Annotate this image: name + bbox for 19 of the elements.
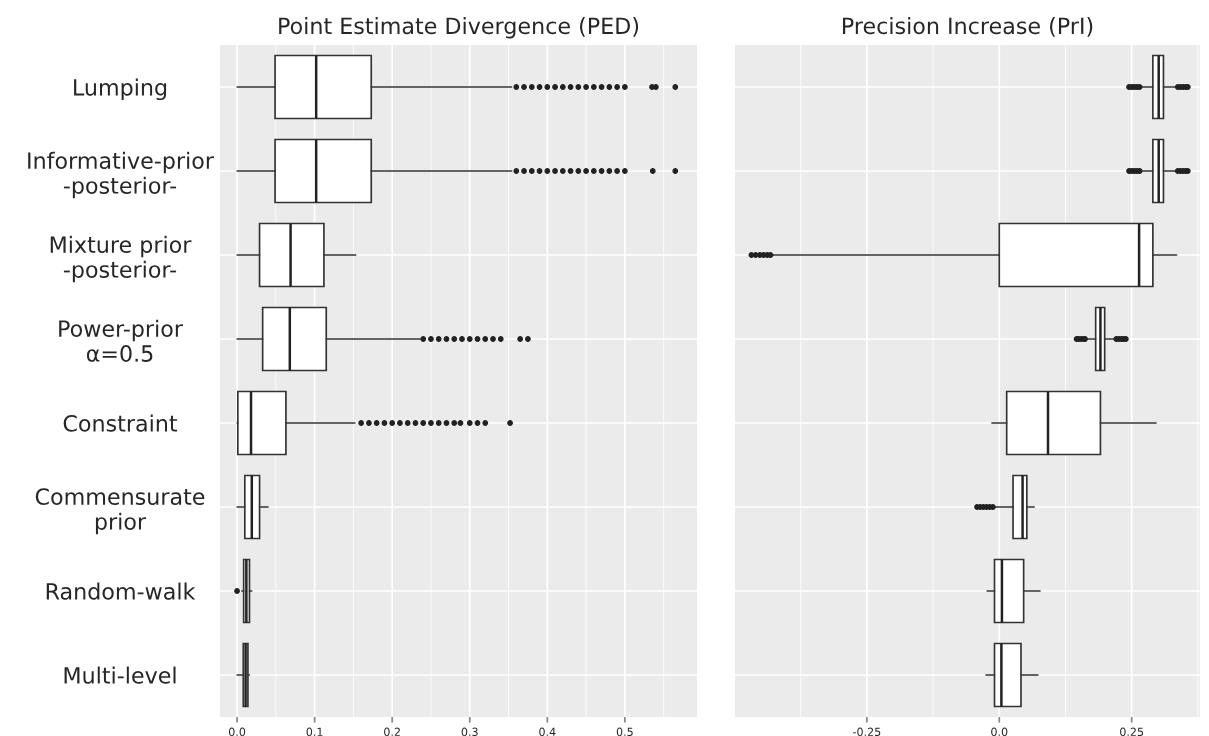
chart-title: Point Estimate Divergence (PED) (279, 17, 639, 39)
x-tick-label: 0.2 (384, 727, 400, 736)
x-tick-label: -0.25 (853, 727, 881, 736)
y-tick-label: Informative-prior -posterior- (28, 151, 214, 199)
y-tick-label: Commensurate prior (35, 488, 205, 535)
x-tick-label: 0.3 (461, 727, 478, 736)
y-tick-label: Mixture prior -posterior- (50, 235, 192, 283)
x-tick-label: 0.0 (991, 727, 1008, 736)
x-tick-label: 0.0 (228, 727, 246, 736)
x-tick-label: 0.1 (306, 727, 323, 736)
y-tick-label: Multi-level (64, 666, 176, 684)
x-tick-label: 0.25 (1120, 727, 1144, 736)
y-tick-label: Random-walk (46, 582, 196, 600)
y-tick-label: Constraint (63, 414, 178, 432)
y-tick-label: Lumping (74, 78, 167, 101)
x-tick-label: 0.4 (539, 727, 556, 736)
y-tick-label: Power-prior α=0.5 (59, 319, 183, 362)
chart-title: Precision Increase (PrI) (843, 17, 1093, 37)
x-tick-label: 0.5 (616, 727, 633, 736)
